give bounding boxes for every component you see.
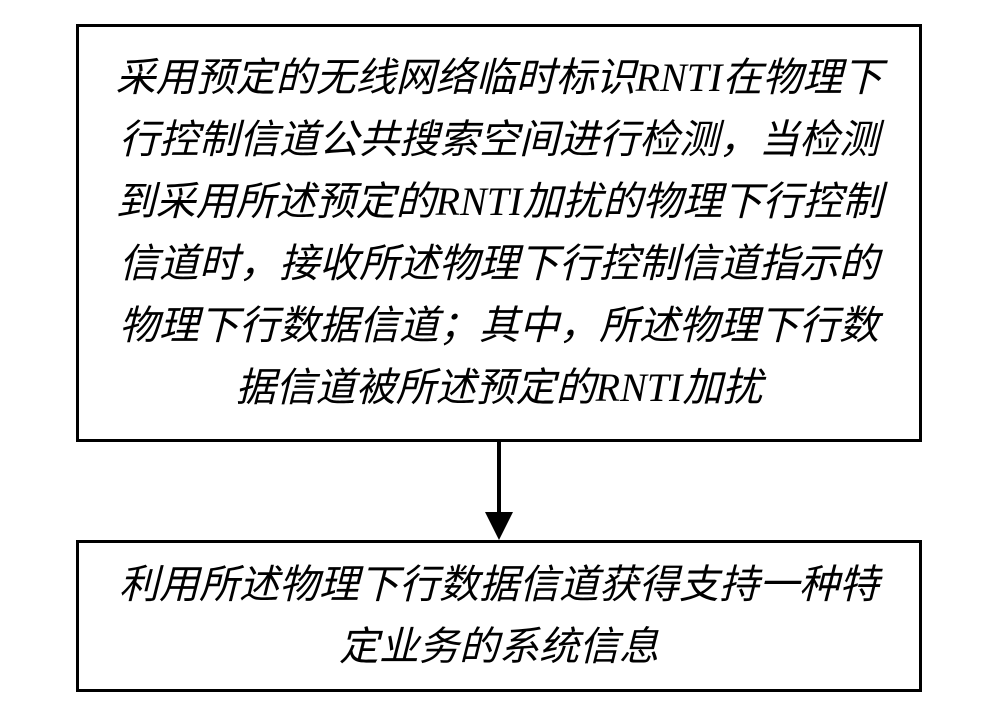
flowchart-node-2: 利用所述物理下行数据信道获得支持一种特定业务的系统信息	[76, 540, 922, 692]
flowchart-node-1: 采用预定的无线网络临时标识RNTI在物理下行控制信道公共搜索空间进行检测，当检测…	[76, 24, 922, 442]
flowchart-canvas: 采用预定的无线网络临时标识RNTI在物理下行控制信道公共搜索空间进行检测，当检测…	[0, 0, 1000, 721]
flowchart-node-2-text: 利用所述物理下行数据信道获得支持一种特定业务的系统信息	[107, 554, 891, 678]
flowchart-arrow-1	[471, 442, 527, 540]
flowchart-node-1-text: 采用预定的无线网络临时标识RNTI在物理下行控制信道公共搜索空间进行检测，当检测…	[107, 47, 891, 419]
